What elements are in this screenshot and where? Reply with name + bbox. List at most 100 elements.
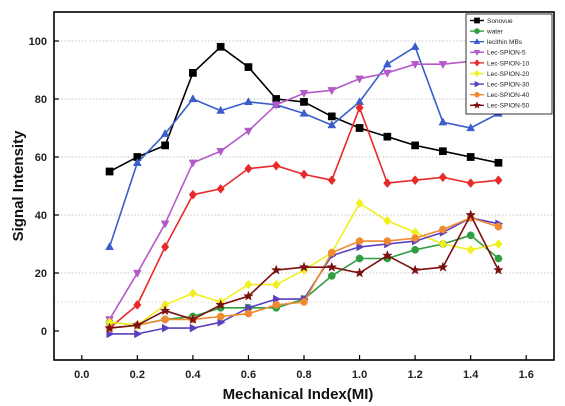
data-point [106,329,115,339]
data-point [160,128,170,137]
data-point [438,172,447,183]
data-point [299,265,309,275]
data-point [216,184,225,194]
data-point [244,279,253,290]
data-point [466,244,475,255]
y-tick-label: 60 [35,152,47,164]
data-point [244,97,253,106]
data-point [159,305,171,316]
legend-label: lecithin MBs [487,39,523,46]
data-point [299,90,309,99]
x-tick-label: 0.0 [74,369,89,381]
data-point [494,175,503,186]
data-point [216,105,226,114]
data-point [134,329,143,339]
data-point [327,248,336,257]
legend-marker [473,49,481,56]
data-point [411,245,419,254]
data-point [217,317,226,327]
data-point [132,157,142,166]
x-axis-ticks: 0.0 0.2 0.4 0.6 0.8 1.0 1.2 1.4 1.6 [74,355,534,381]
data-point [438,239,447,249]
x-tick-label: 0.8 [296,369,311,381]
data-point [438,61,448,70]
data-point [216,42,225,51]
legend-item: water [470,28,504,36]
legend-label: water [486,29,504,36]
legend-marker [473,69,481,78]
x-tick-label: 1.4 [463,369,479,381]
legend-item: Lec-SPION-50 [470,101,530,110]
x-axis-title: Mechanical Index(MI) [223,386,374,403]
y-tick-label: 0 [41,326,47,338]
data-point [188,94,198,103]
data-point [244,163,253,174]
legend-marker [474,80,481,88]
data-point [216,312,225,321]
data-point [189,69,197,77]
data-point [300,98,308,106]
legend-label: Lec-SPION-40 [487,92,530,99]
y-axis-ticks: 0 20 40 60 80 100 [29,36,59,338]
y-axis-title: Signal Intensity [10,130,27,242]
data-point [133,300,142,310]
y-tick-label: 20 [35,268,47,280]
data-point [271,101,281,110]
data-point [411,175,420,186]
legend-item: Lec-SPION-20 [470,69,530,78]
data-point [355,237,364,245]
x-tick-label: 0.4 [185,369,201,381]
data-point [299,169,309,180]
legend-item: Lec-SPION-40 [470,91,530,99]
legend-label: Lec-SPION-30 [487,82,530,89]
data-point [188,189,197,200]
series-layer [104,41,504,339]
data-point [355,75,364,84]
data-point [104,322,115,333]
data-point [437,261,449,272]
legend-item: lecithin MBs [470,38,523,46]
data-point [494,254,503,263]
data-point [411,141,419,150]
data-point [244,63,253,71]
data-point [383,215,392,226]
data-point [105,167,114,176]
data-point [355,124,364,132]
data-point [272,301,281,309]
legend-label: Lec-SPION-5 [487,50,526,57]
legend-label: Lec-SPION-20 [487,71,530,78]
data-point [244,127,253,136]
data-point [494,239,503,249]
data-point [160,220,170,229]
data-point [298,261,310,272]
data-point [466,231,475,240]
data-point [382,249,393,261]
data-point [356,242,365,252]
data-point [410,41,420,50]
y-tick-label: 100 [29,36,47,48]
legend-marker [473,59,481,67]
data-point [382,69,392,78]
data-point [272,160,281,171]
x-tick-label: 1.2 [407,369,422,381]
data-point [327,272,336,280]
data-point [272,279,281,290]
data-point [161,315,169,324]
legend-marker [474,17,480,24]
data-point [382,59,392,68]
legend-marker [473,38,481,45]
y-tick-label: 80 [35,94,47,106]
data-point [494,222,503,231]
data-point [409,264,421,275]
legend-marker [474,28,480,34]
data-point [355,254,364,263]
data-point [383,178,392,188]
data-point [327,120,337,129]
x-tick-label: 1.0 [352,369,367,381]
data-point [383,132,392,141]
data-point [188,288,197,299]
x-tick-label: 1.6 [519,369,534,381]
data-point [244,309,253,318]
data-point [270,264,282,275]
